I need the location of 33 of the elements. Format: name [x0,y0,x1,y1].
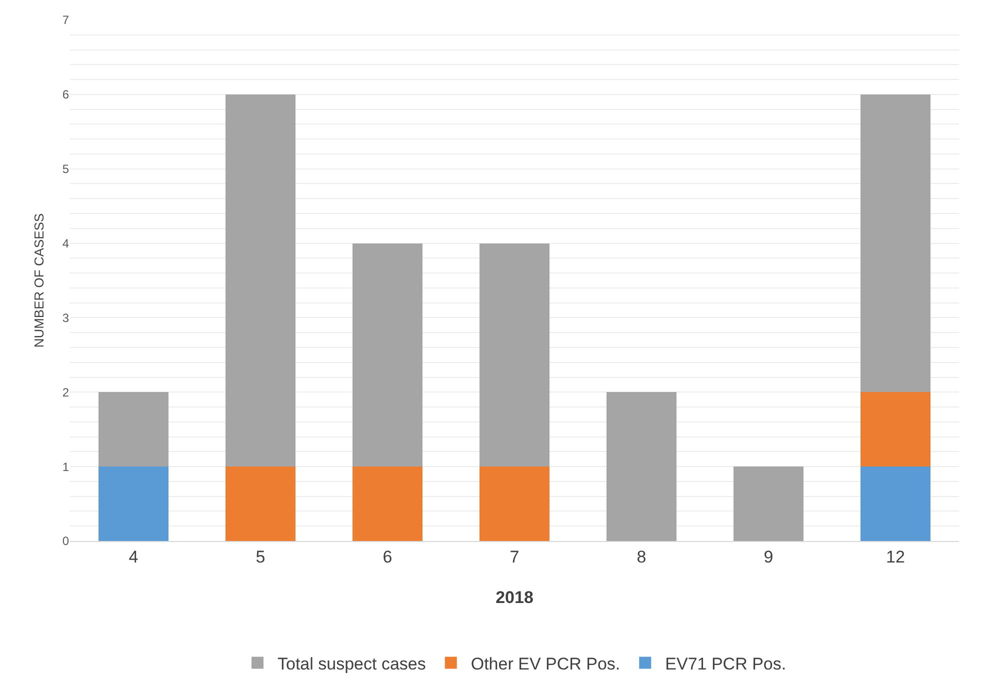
x-tick-label: 6 [382,547,392,566]
y-tick-label: 2 [62,385,70,400]
x-tick-label: 9 [764,547,774,566]
bar [98,466,168,541]
y-tick-label: 1 [62,460,70,474]
bar [480,466,550,541]
x-tick-label: 12 [886,547,905,566]
bar [480,243,550,467]
bar [352,243,422,467]
y-tick-label: 0 [62,534,70,548]
y-axis-title: NUMBER OF CASESS [31,212,46,348]
legend-label: EV71 PCR Pos. [665,654,786,674]
y-tick-label: 6 [62,88,70,102]
bar [860,94,930,392]
y-tick-label: 4 [62,236,70,250]
bar [860,392,930,467]
bar [606,392,676,541]
bar [226,94,296,467]
y-tick-label: 7 [62,13,70,28]
x-tick-label: 7 [510,547,520,566]
legend-label: Other EV PCR Pos. [470,654,620,674]
bar [734,466,804,541]
bar [98,392,168,467]
x-tick-label: 5 [256,547,266,566]
bar [860,466,930,541]
y-tick-label: 3 [62,310,70,325]
bar [226,466,296,541]
y-tick-label: 5 [62,162,70,176]
x-tick-label: 4 [128,547,138,566]
legend-label: Total suspect cases [278,654,426,674]
bar [352,466,422,541]
x-tick-label: 8 [636,547,646,566]
x-axis-title: 2018 [496,588,534,607]
